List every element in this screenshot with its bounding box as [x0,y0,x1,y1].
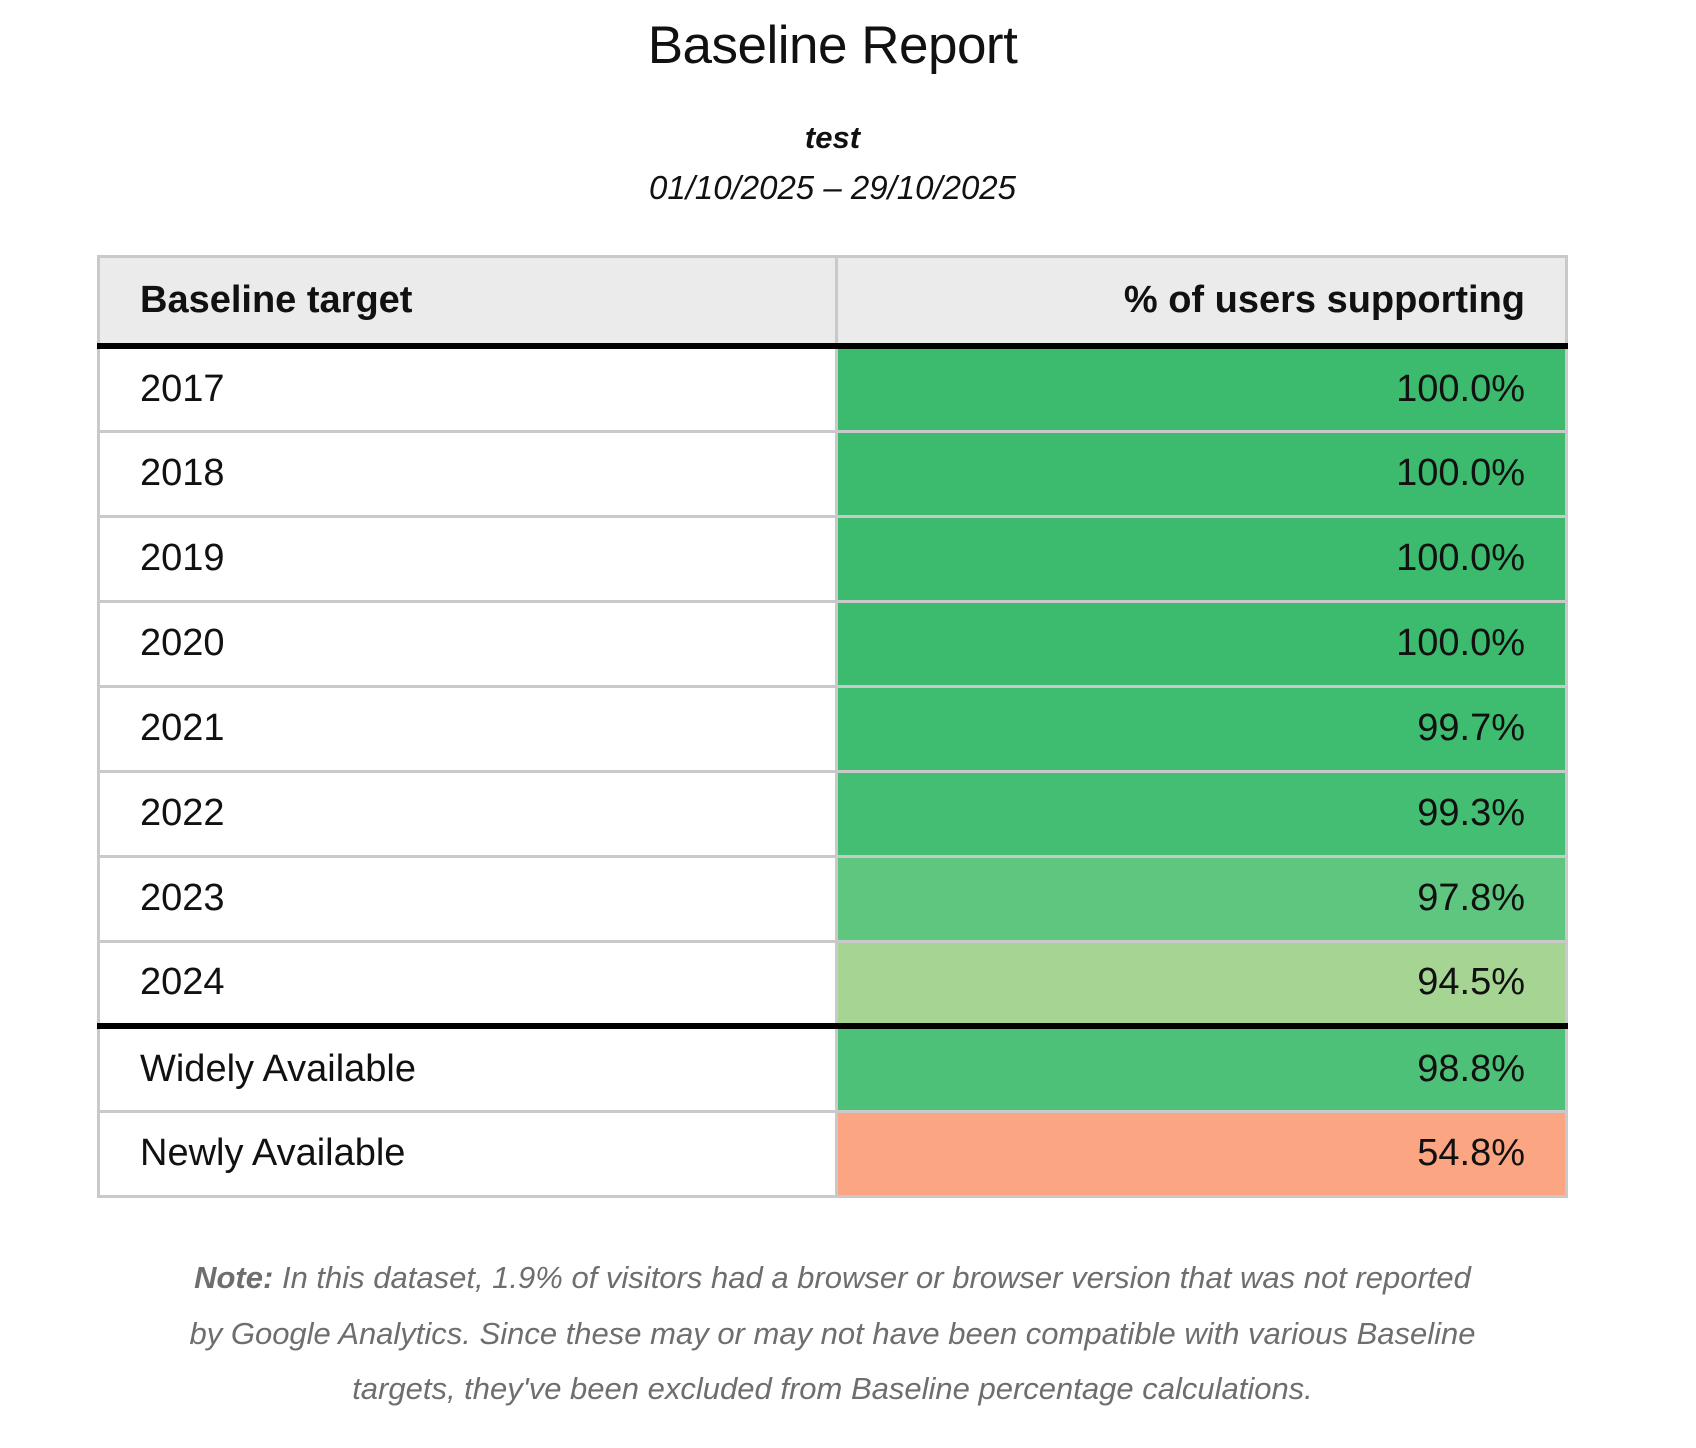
report-title: Baseline Report [647,16,1018,75]
baseline-target-cell: Newly Available [96,1109,839,1198]
baseline-target-cell: 2019 [96,514,839,603]
table-row: Widely Available 98.8% [96,1023,1568,1113]
percent-supporting-cell: 100.0% [835,344,1568,433]
baseline-target-cell: Widely Available [96,1023,839,1113]
table-row: 2017 100.0% [96,344,1568,433]
table-header-row: Baseline target % of users supporting [96,254,1568,350]
percent-supporting-cell: 100.0% [835,514,1568,603]
baseline-target-cell: 2018 [96,429,839,518]
percent-supporting-cell: 99.3% [835,769,1568,858]
percent-supporting-cell: 98.8% [835,1023,1568,1113]
report-date-range: 01/10/2025 – 29/10/2025 [648,169,1016,207]
baseline-target-cell: 2024 [96,939,839,1028]
report-page: Baseline Report test 01/10/2025 – 29/10/… [96,0,1568,1417]
table-row: 2021 99.7% [96,684,1568,773]
baseline-target-cell: 2021 [96,684,839,773]
report-subtitle: test [804,119,861,155]
baseline-report-table: Baseline target % of users supporting 20… [96,254,1568,1198]
percent-supporting-cell: 100.0% [835,599,1568,688]
table-row: 2020 100.0% [96,599,1568,688]
column-header-baseline-target: Baseline target [96,254,839,350]
baseline-target-cell: 2023 [96,854,839,943]
percent-supporting-cell: 99.7% [835,684,1568,773]
table-row: 2018 100.0% [96,429,1568,518]
note-label: Note: [194,1259,274,1295]
percent-supporting-cell: 97.8% [835,854,1568,943]
baseline-target-cell: 2020 [96,599,839,688]
table-body: 2017 100.0% 2018 100.0% 2019 100.0% 2020 100.0%… [96,344,1568,1198]
percent-supporting-cell: 54.8% [835,1109,1568,1198]
table-row: Newly Available 54.8% [96,1109,1568,1198]
baseline-target-cell: 2022 [96,769,839,858]
table-row: 2019 100.0% [96,514,1568,603]
report-note: Note: In this dataset, 1.9% of visitors … [188,1250,1478,1417]
table-row: 2022 99.3% [96,769,1568,858]
note-text: In this dataset, 1.9% of visitors had a … [189,1259,1476,1407]
percent-supporting-cell: 94.5% [835,939,1568,1028]
table-header: Baseline target % of users supporting [96,254,1568,350]
baseline-target-cell: 2017 [96,344,839,433]
column-header-percent-supporting: % of users supporting [835,254,1568,350]
percent-supporting-cell: 100.0% [835,429,1568,518]
table-row: 2024 94.5% [96,939,1568,1028]
table-row: 2023 97.8% [96,854,1568,943]
